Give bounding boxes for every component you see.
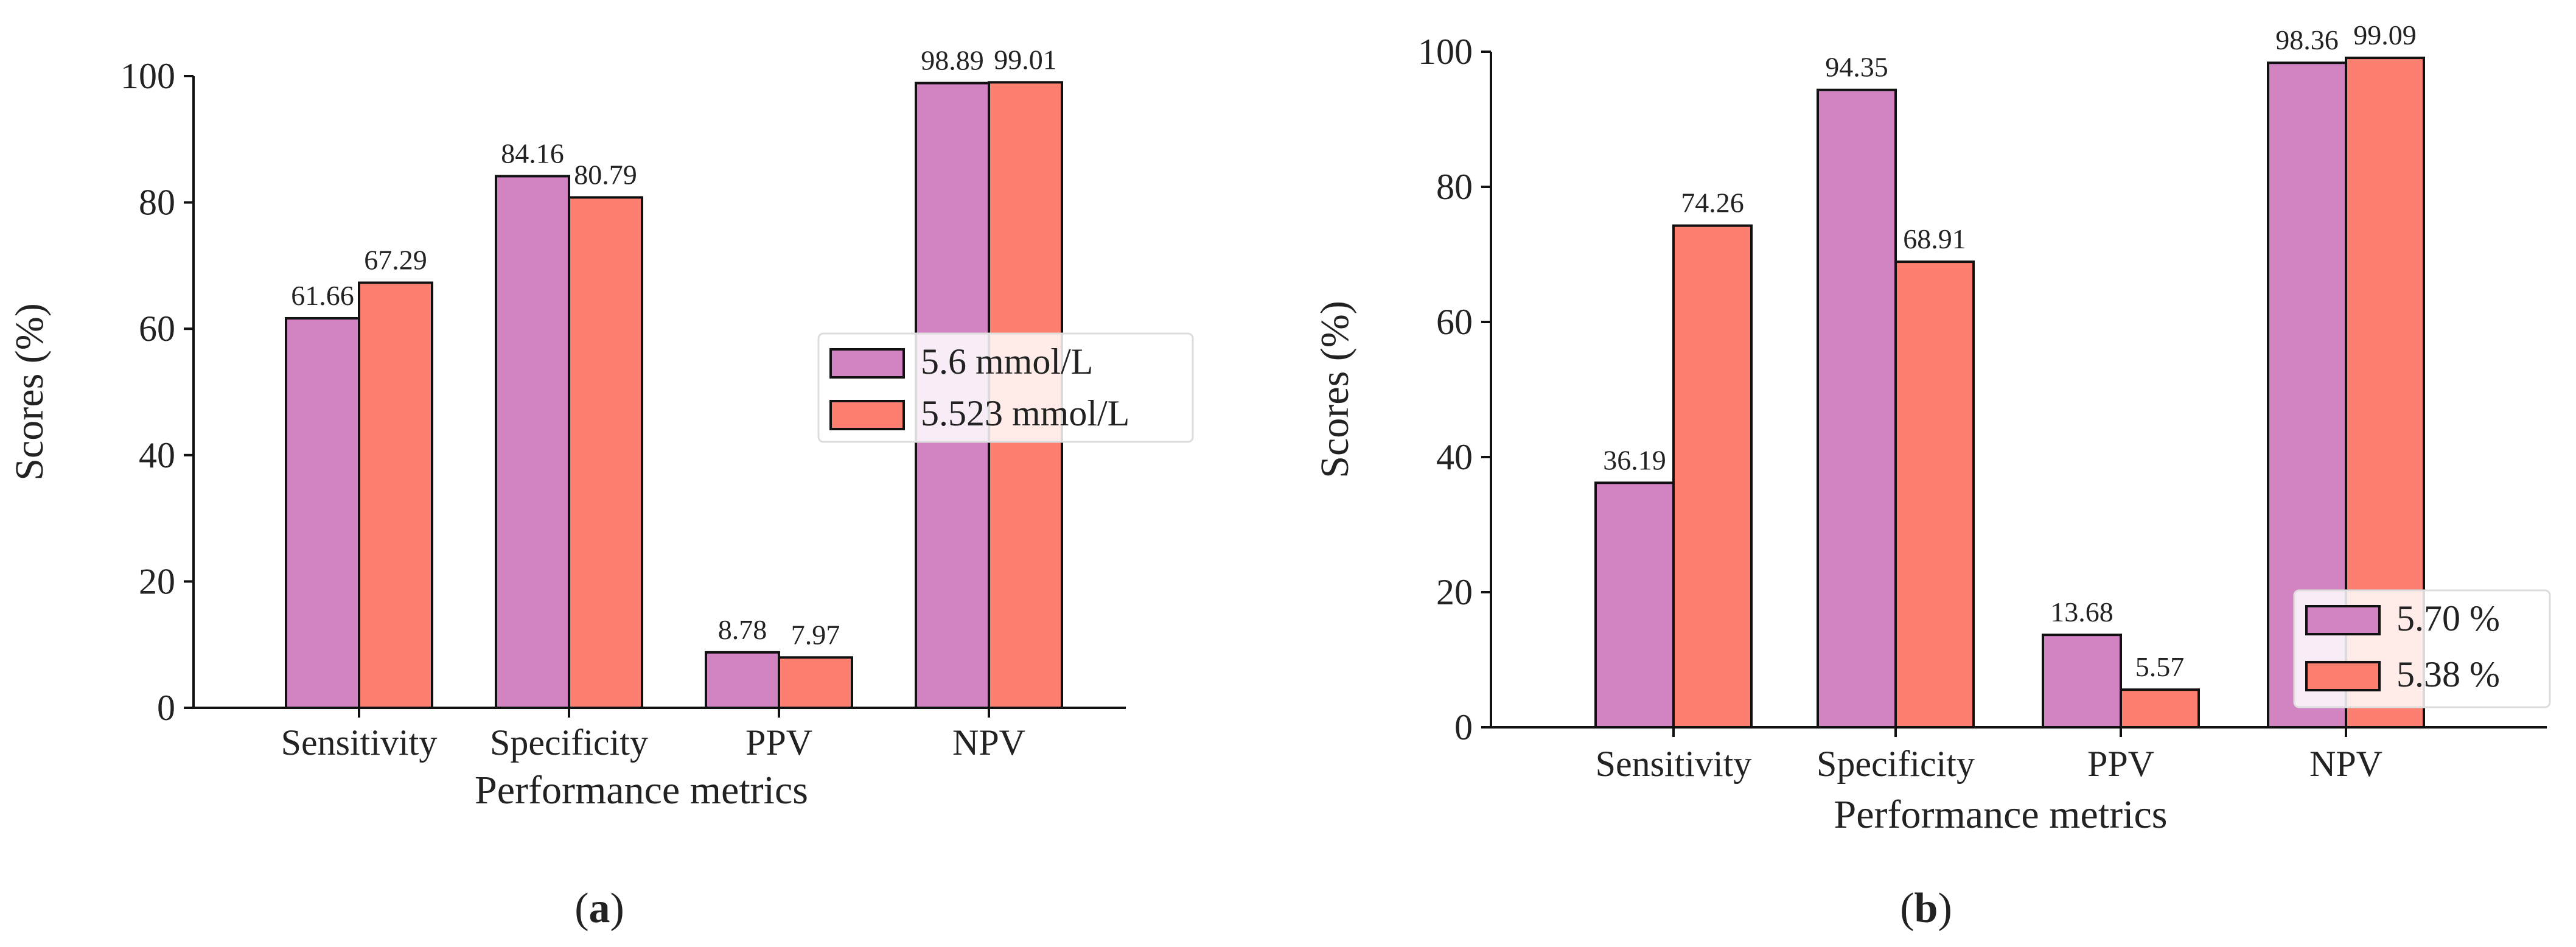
legend-swatch (829, 348, 905, 379)
y-tick-label: 20 (139, 561, 175, 601)
y-tick-label: 100 (1418, 32, 1473, 72)
y-tick-label: 80 (139, 183, 175, 223)
x-axis-title: Performance metrics (475, 768, 808, 812)
x-axis-title: Performance metrics (1834, 792, 2168, 837)
bar-b-series2 (1894, 260, 1975, 729)
x-tick-label: Specificity (1817, 744, 1975, 784)
legend-label: 5.38 % (2396, 654, 2500, 694)
x-tick-label: NPV (952, 722, 1025, 763)
y-tick-label: 0 (157, 688, 175, 728)
x-tick-label: NPV (2309, 744, 2382, 784)
bar-b-series2 (2120, 688, 2200, 729)
bar-a-series2 (568, 196, 643, 710)
y-axis-title: Scores (%) (7, 303, 52, 480)
bar-a-series1 (495, 175, 570, 709)
bar-b-series2 (1672, 224, 1753, 729)
bar-b-series1 (1817, 88, 1897, 729)
y-axis-title: Scores (%) (1313, 301, 1357, 478)
bar-value-label: 5.57 (2135, 651, 2185, 682)
y-tick-label: 60 (1436, 302, 1473, 342)
chart-panel-b: 0 20 40 60 80 100 36.19 94.35 13.68 98.36 74.26 68.… (1313, 19, 2551, 837)
bar-a-series2 (358, 281, 433, 709)
x-tick-label: Sensitivity (281, 722, 438, 763)
bar-b-series1 (1594, 481, 1675, 729)
chart-panel-a: 0 20 40 60 80 100 61.66 84.16 8.78 98.89 67.29 80.7… (7, 44, 1194, 812)
bar-value-label: 99.09 (2353, 19, 2417, 51)
bar-value-label: 13.68 (2050, 596, 2114, 627)
x-tick-label: Specificity (490, 722, 648, 763)
y-tick-label: 20 (1436, 572, 1473, 612)
bar-value-label: 7.97 (791, 619, 840, 650)
y-tick-label: 80 (1436, 167, 1473, 207)
legend-label: 5.523 mmol/L (921, 393, 1129, 433)
panel-caption-b: (b) (1900, 885, 1952, 932)
bar-b-series1 (2042, 634, 2122, 729)
bar-a-series2 (778, 656, 853, 709)
legend-swatch (2305, 605, 2381, 635)
x-tick-label: Sensitivity (1596, 744, 1752, 784)
bar-value-label: 74.26 (1681, 187, 1744, 218)
bar-value-label: 94.35 (1825, 52, 1888, 83)
legend-swatch (829, 400, 905, 430)
panel-caption-a: (a) (574, 885, 624, 932)
legend-a: 5.6 mmol/L 5.523 mmol/L (817, 332, 1194, 443)
legend-label: 5.70 % (2396, 598, 2500, 638)
bar-value-label: 84.16 (501, 138, 564, 169)
bar-value-label: 98.36 (2275, 24, 2339, 55)
x-tick-label: PPV (745, 722, 812, 763)
legend-label: 5.6 mmol/L (921, 341, 1093, 382)
legend-box (817, 332, 1194, 443)
bar-value-label: 36.19 (1603, 444, 1666, 475)
bar-value-label: 80.79 (574, 159, 637, 190)
bar-value-label: 98.89 (921, 45, 984, 76)
y-tick-label: 40 (1436, 437, 1473, 477)
y-tick-label: 40 (139, 435, 175, 475)
y-tick-label: 100 (120, 56, 175, 96)
bar-value-label: 8.78 (718, 614, 767, 645)
legend-b: 5.70 % 5.38 % (2293, 589, 2551, 708)
bar-value-label: 61.66 (291, 280, 354, 311)
y-tick-label: 60 (139, 309, 175, 349)
legend-swatch (2305, 661, 2381, 691)
bar-value-label: 99.01 (994, 44, 1057, 75)
x-tick-label: PPV (2087, 744, 2154, 784)
y-tick-label: 0 (1454, 707, 1473, 747)
bar-value-label: 68.91 (1903, 223, 1966, 254)
bar-a-series1 (705, 651, 780, 710)
bar-a-series1 (285, 316, 360, 709)
bar-value-label: 67.29 (364, 245, 427, 276)
